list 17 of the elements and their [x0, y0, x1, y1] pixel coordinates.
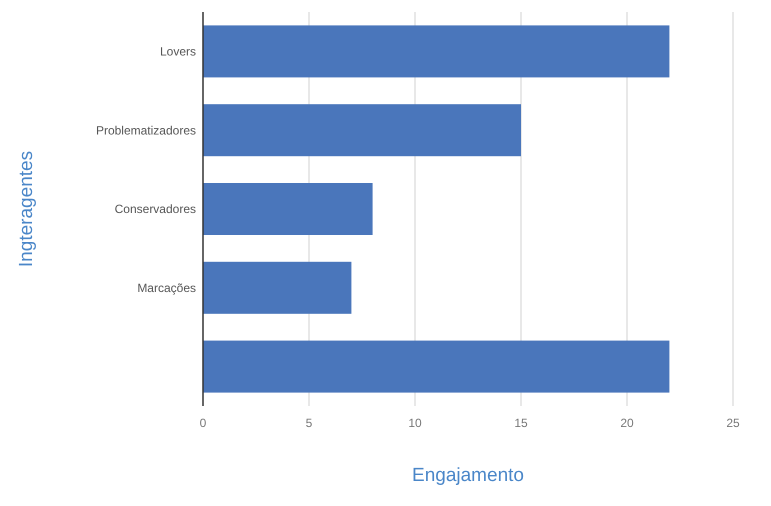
x-tick-label: 15 — [514, 416, 528, 430]
bar — [203, 340, 670, 393]
x-tick-label: 20 — [620, 416, 634, 430]
bar — [203, 25, 670, 78]
y-tick-label: Marcações — [137, 281, 196, 295]
bar — [203, 262, 352, 314]
bar — [203, 104, 521, 156]
x-tick-label: 5 — [306, 416, 313, 430]
x-tick-label: 10 — [408, 416, 422, 430]
x-tick-label: 0 — [200, 416, 207, 430]
bar — [203, 182, 373, 236]
y-tick-label: Conservadores — [114, 202, 196, 216]
x-tick-label: 25 — [726, 416, 740, 430]
y-axis-title: Ingteragentes — [16, 150, 37, 268]
y-tick-label: Problematizadores — [96, 123, 196, 138]
x-axis-title: Engajamento — [412, 465, 524, 486]
y-tick-label: Lovers — [160, 44, 196, 59]
